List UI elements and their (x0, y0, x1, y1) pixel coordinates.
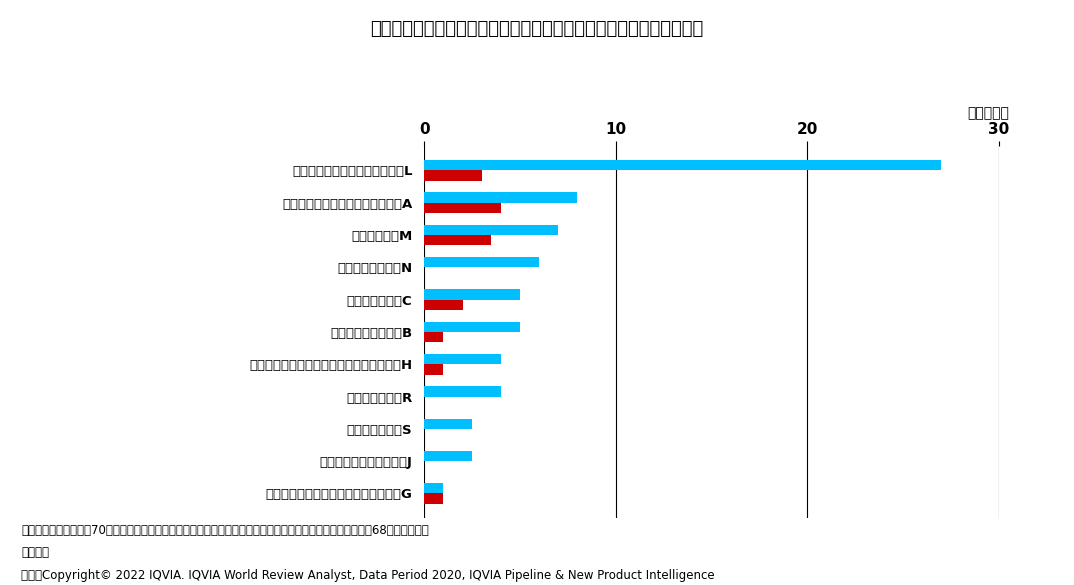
Bar (424, 494, 444, 504)
Text: 出所：Copyright© 2022 IQVIA. IQVIA World Review Analyst, Data Period 2020, IQVIA Pi: 出所：Copyright© 2022 IQVIA. IQVIA World Re… (21, 569, 715, 582)
Bar (424, 386, 500, 397)
Text: 図６　日本市場医薬品売上高上位品目に占める日本起源品の薬効分類: 図６ 日本市場医薬品売上高上位品目に占める日本起源品の薬効分類 (371, 20, 703, 39)
Bar (424, 300, 463, 310)
Bar (424, 170, 481, 181)
Bar (424, 364, 444, 374)
Bar (424, 235, 491, 246)
Bar (424, 225, 558, 235)
Bar (424, 483, 444, 494)
Bar (424, 418, 473, 429)
Bar (424, 354, 500, 364)
Bar (424, 322, 520, 332)
Bar (424, 332, 444, 342)
Bar (424, 160, 941, 170)
Bar (424, 192, 578, 203)
Text: 注：医薬品売上高上位70品目のうち一物二名称品は１品目分のみカウントし、後発医薬品を除いた。そのため68品目を対象と: 注：医薬品売上高上位70品目のうち一物二名称品は１品目分のみカウントし、後発医薬… (21, 524, 430, 536)
Bar (424, 290, 520, 300)
Bar (424, 203, 500, 213)
Text: （品目数）: （品目数） (968, 106, 1010, 120)
Bar (424, 257, 539, 267)
Text: している: している (21, 546, 49, 559)
Bar (424, 451, 473, 461)
